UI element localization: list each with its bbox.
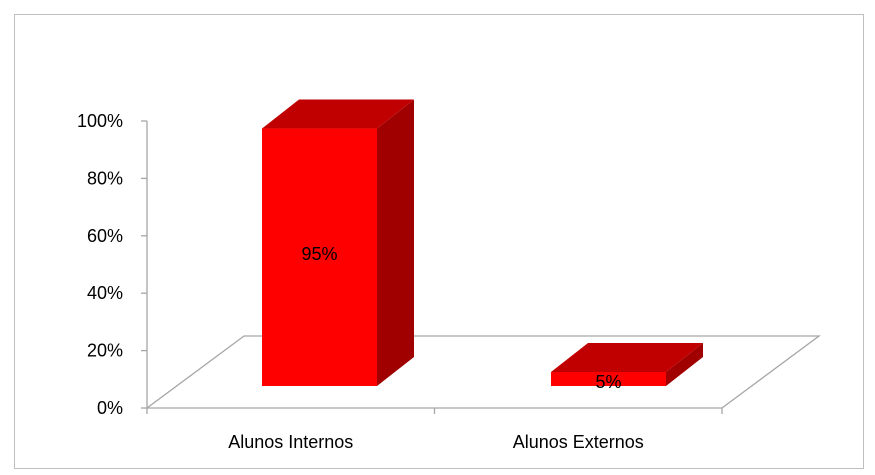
data-label: 5% bbox=[595, 372, 621, 392]
bar-2 bbox=[551, 343, 703, 386]
chart-axes: 0% 20% 40% 60% 80% 100% bbox=[77, 111, 723, 418]
bar-1 bbox=[262, 99, 414, 387]
y-tick-label: 40% bbox=[87, 283, 123, 303]
chart-labels: Alunos Internos Alunos Externos 95% 5% bbox=[228, 244, 644, 452]
bar-top-face bbox=[551, 343, 703, 372]
category-label: Alunos Internos bbox=[228, 432, 353, 452]
bar-series bbox=[262, 99, 703, 387]
y-tick-label: 100% bbox=[77, 111, 123, 131]
category-label: Alunos Externos bbox=[513, 432, 644, 452]
bar-front-face bbox=[262, 128, 377, 387]
bar-side-face bbox=[666, 343, 703, 386]
bar-top-face bbox=[262, 99, 414, 129]
chart-floor bbox=[145, 335, 821, 409]
y-tick-label: 60% bbox=[87, 226, 123, 246]
y-tick-label: 20% bbox=[87, 341, 123, 361]
y-tick-label: 80% bbox=[87, 168, 123, 188]
y-tick-label: 0% bbox=[97, 398, 123, 418]
bar-side-face bbox=[377, 99, 414, 387]
chart-frame bbox=[14, 14, 864, 469]
floor-plane bbox=[145, 335, 821, 409]
data-label: 95% bbox=[301, 244, 337, 264]
bar-front-face bbox=[551, 372, 666, 386]
